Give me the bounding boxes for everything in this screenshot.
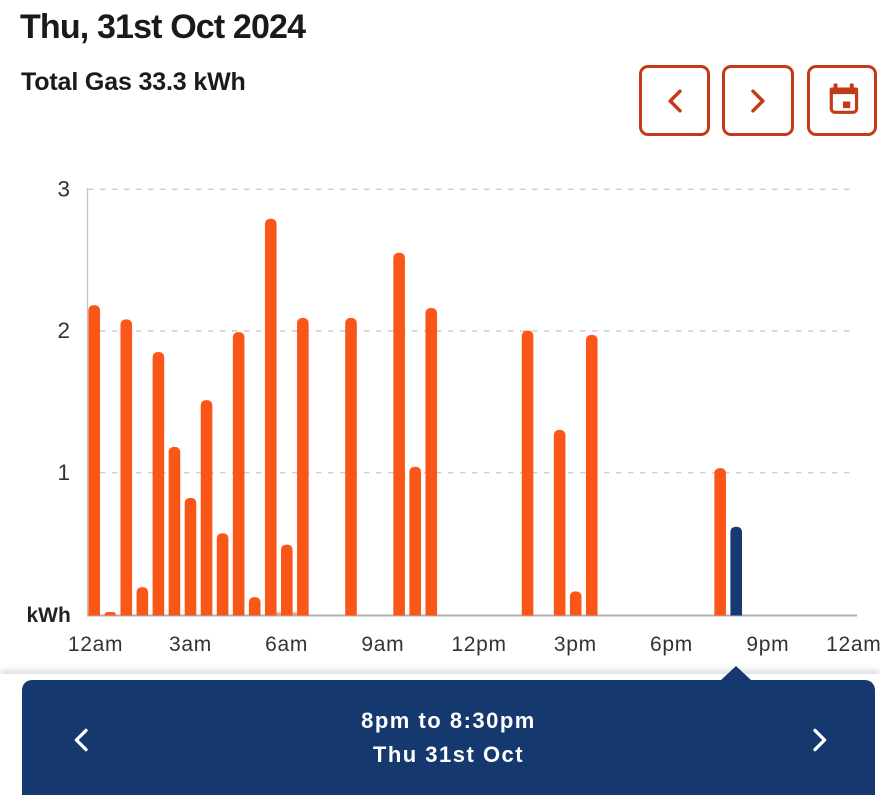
svg-text:2: 2 [57, 318, 70, 343]
svg-text:3: 3 [57, 177, 70, 202]
svg-text:6am: 6am [265, 633, 308, 656]
svg-text:3pm: 3pm [554, 633, 597, 656]
svg-text:9pm: 9pm [746, 633, 789, 656]
svg-text:12pm: 12pm [451, 633, 506, 656]
svg-text:9am: 9am [361, 633, 404, 656]
svg-text:12am: 12am [68, 633, 123, 656]
svg-text:1: 1 [57, 460, 70, 485]
svg-text:kWh: kWh [27, 604, 71, 627]
svg-text:12am: 12am [826, 633, 880, 656]
svg-text:3am: 3am [169, 633, 212, 656]
svg-text:6pm: 6pm [650, 633, 693, 656]
